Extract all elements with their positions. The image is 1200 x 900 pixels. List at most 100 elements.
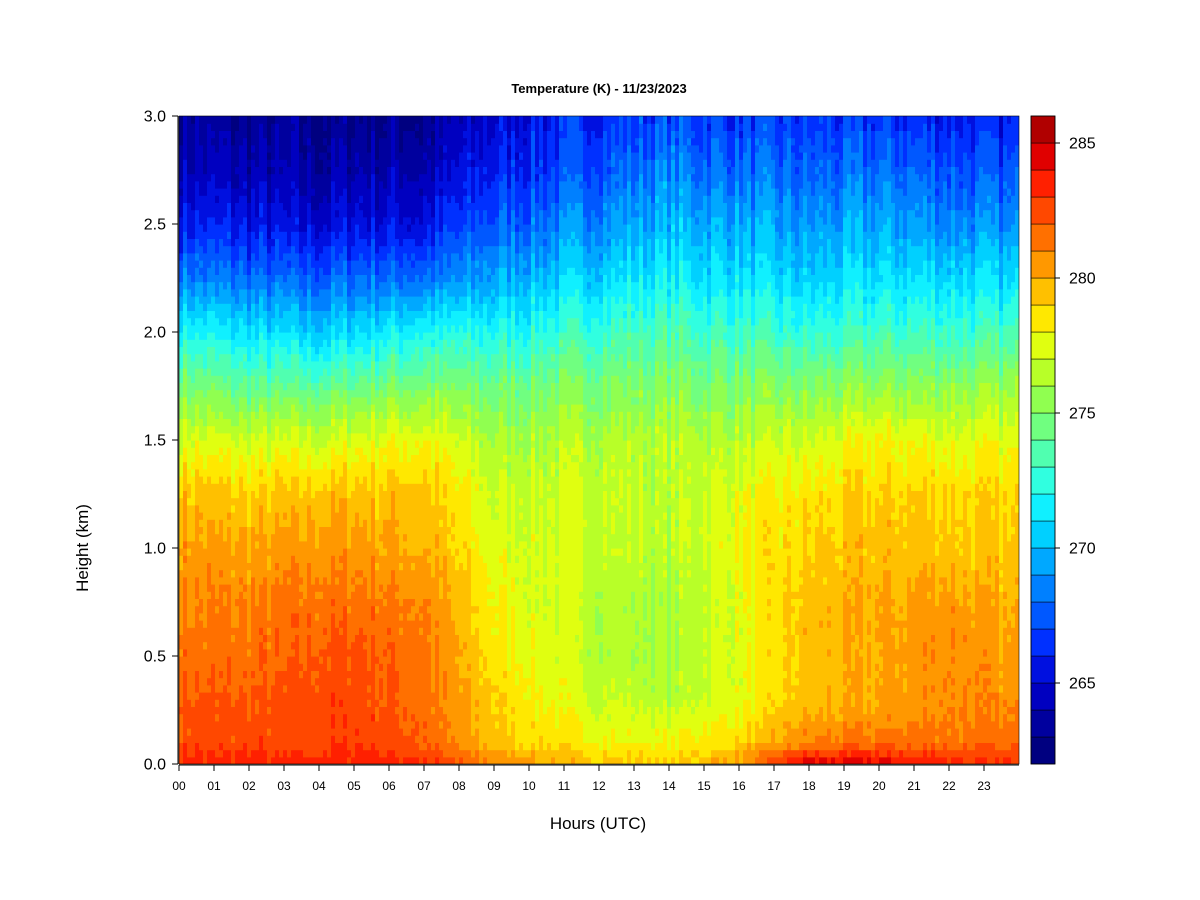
heatmap-cell [351,152,356,160]
heatmap-cell [195,411,200,419]
heatmap-cell [315,562,320,571]
heatmap-cell [375,706,380,715]
heatmap-cell [251,360,256,369]
heatmap-cell [379,476,384,484]
heatmap-cell [247,504,252,513]
heatmap-cell [359,281,364,290]
heatmap-cell [215,540,220,549]
heatmap-cell [255,742,260,751]
heatmap-cell [319,159,324,167]
heatmap-cell [367,360,372,369]
heatmap-cell [371,216,376,225]
heatmap-cell [231,123,236,131]
heatmap-cell [243,720,248,729]
heatmap-cell [279,728,284,736]
heatmap-cell [227,584,232,592]
heatmap-cell [315,670,320,679]
heatmap-cell [303,195,308,203]
heatmap-cell [179,224,184,232]
heatmap-cell [323,576,328,585]
heatmap-cell [215,598,220,607]
heatmap-cell [355,303,360,311]
heatmap-cell [319,173,324,182]
heatmap-cell [283,339,288,347]
heatmap-cell [387,173,392,182]
heatmap-cell [235,166,240,175]
heatmap-cell [267,216,272,225]
heatmap-cell [367,584,372,592]
heatmap-cell [211,548,216,556]
heatmap-cell [395,483,400,491]
heatmap-cell [203,699,208,707]
heatmap-cell [391,656,396,664]
heatmap-cell [283,137,288,146]
heatmap-cell [363,735,368,743]
heatmap-cell [191,540,196,549]
heatmap-cell [343,396,348,405]
heatmap-cell [191,555,196,563]
heatmap-cell [231,634,236,643]
heatmap-cell [363,720,368,729]
heatmap-cell [235,137,240,146]
heatmap-cell [311,454,316,463]
heatmap-cell [207,396,212,405]
heatmap-cell [259,504,264,513]
heatmap-cell [267,440,272,448]
heatmap-cell [211,512,216,520]
heatmap-cell [303,569,308,578]
heatmap-cell [271,468,276,477]
heatmap-cell [331,144,336,153]
heatmap-cell [359,706,364,715]
heatmap-cell [195,454,200,463]
heatmap-cell [223,692,228,700]
heatmap-cell [275,461,280,470]
heatmap-cell [243,605,248,614]
heatmap-cell [391,641,396,650]
heatmap-cell [311,706,316,715]
heatmap-cell [279,432,284,441]
heatmap-cell [239,368,244,376]
heatmap-cell [299,620,304,628]
heatmap-cell [303,411,308,419]
heatmap-cell [275,130,280,139]
heatmap-cell [335,728,340,736]
heatmap-cell [223,584,228,592]
heatmap-cell [187,180,192,189]
heatmap-cell [347,173,352,182]
heatmap-cell [375,418,380,427]
heatmap-cell [287,116,292,124]
heatmap-cell [307,548,312,556]
heatmap-cell [239,713,244,722]
heatmap-cell [347,159,352,167]
heatmap-cell [331,656,336,664]
heatmap-cell [287,749,292,758]
heatmap-cell [203,468,208,477]
heatmap-cell [355,360,360,369]
heatmap-cell [375,360,380,369]
heatmap-cell [223,332,228,340]
heatmap-cell [231,216,236,225]
heatmap-cell [295,166,300,175]
heatmap-cell [187,663,192,671]
heatmap-cell [307,749,312,758]
heatmap-cell [295,296,300,304]
heatmap-cell [319,353,324,362]
heatmap-cell [291,584,296,592]
heatmap-cell [223,476,228,484]
heatmap-cell [199,375,204,383]
heatmap-cell [191,339,196,347]
heatmap-cell [395,324,400,333]
heatmap-cell [223,670,228,679]
heatmap-cell [323,425,328,434]
heatmap-cell [391,548,396,556]
heatmap-cell [307,389,312,398]
heatmap-cell [223,296,228,304]
heatmap-cell [363,699,368,707]
heatmap-cell [203,461,208,470]
heatmap-cell [187,533,192,542]
heatmap-cell [247,216,252,225]
heatmap-cell [383,310,388,319]
heatmap-cell [391,634,396,643]
heatmap-cell [183,648,188,657]
heatmap-cell [183,634,188,643]
